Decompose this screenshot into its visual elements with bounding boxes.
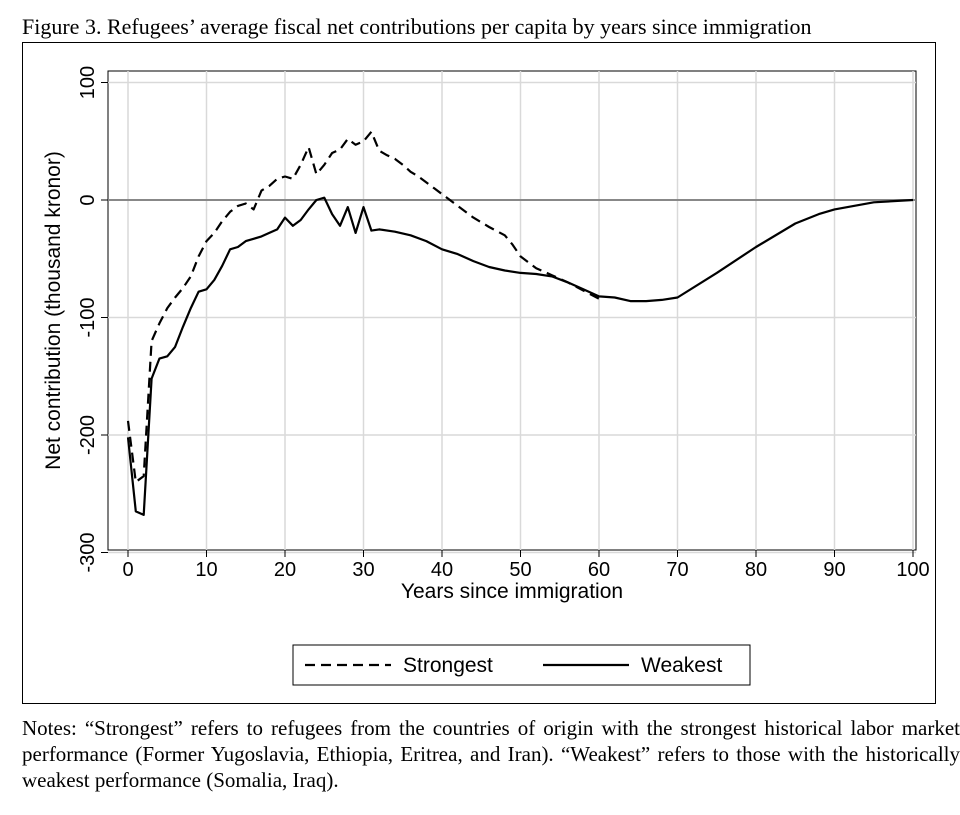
y-tick-label: -100 bbox=[77, 297, 99, 337]
chart-frame: 0 10 20 30 40 50 60 70 80 90 100 -300 -200 -100 0 100 Ye… bbox=[22, 42, 936, 704]
x-axis-title: Years since immigration bbox=[401, 580, 623, 603]
x-tick-label: 60 bbox=[588, 559, 610, 581]
y-axis-title: Net contribution (thousand kronor) bbox=[42, 151, 65, 470]
x-tick-label: 100 bbox=[896, 559, 929, 581]
series-line-strongest bbox=[126, 130, 600, 484]
legend-label-strongest: Strongest bbox=[403, 654, 493, 677]
y-tick-label: -200 bbox=[77, 415, 99, 455]
figure-notes: Notes: “Strongest” refers to refugees fr… bbox=[22, 716, 960, 792]
x-tick-label: 30 bbox=[352, 559, 374, 581]
x-tick-label: 10 bbox=[195, 559, 217, 581]
x-tick-label: 70 bbox=[666, 559, 688, 581]
y-tick-label: -300 bbox=[77, 532, 99, 572]
y-tick-label: 100 bbox=[77, 66, 99, 99]
plot-area bbox=[107, 70, 917, 551]
figure-caption: Figure 3. Refugees’ average fiscal net c… bbox=[22, 14, 812, 39]
legend-label-weakest: Weakest bbox=[641, 654, 722, 677]
x-tick-label: 90 bbox=[823, 559, 845, 581]
line-chart: 0 10 20 30 40 50 60 70 80 90 100 -300 -200 -100 0 100 Ye… bbox=[42, 66, 930, 686]
x-tick-label: 50 bbox=[509, 559, 531, 581]
x-tick-label: 0 bbox=[122, 559, 133, 581]
x-tick-label: 20 bbox=[274, 559, 296, 581]
x-tick-label: 80 bbox=[745, 559, 767, 581]
y-tick-label: 0 bbox=[77, 194, 99, 205]
x-tick-label: 40 bbox=[431, 559, 453, 581]
series-line-weakest bbox=[126, 196, 914, 516]
